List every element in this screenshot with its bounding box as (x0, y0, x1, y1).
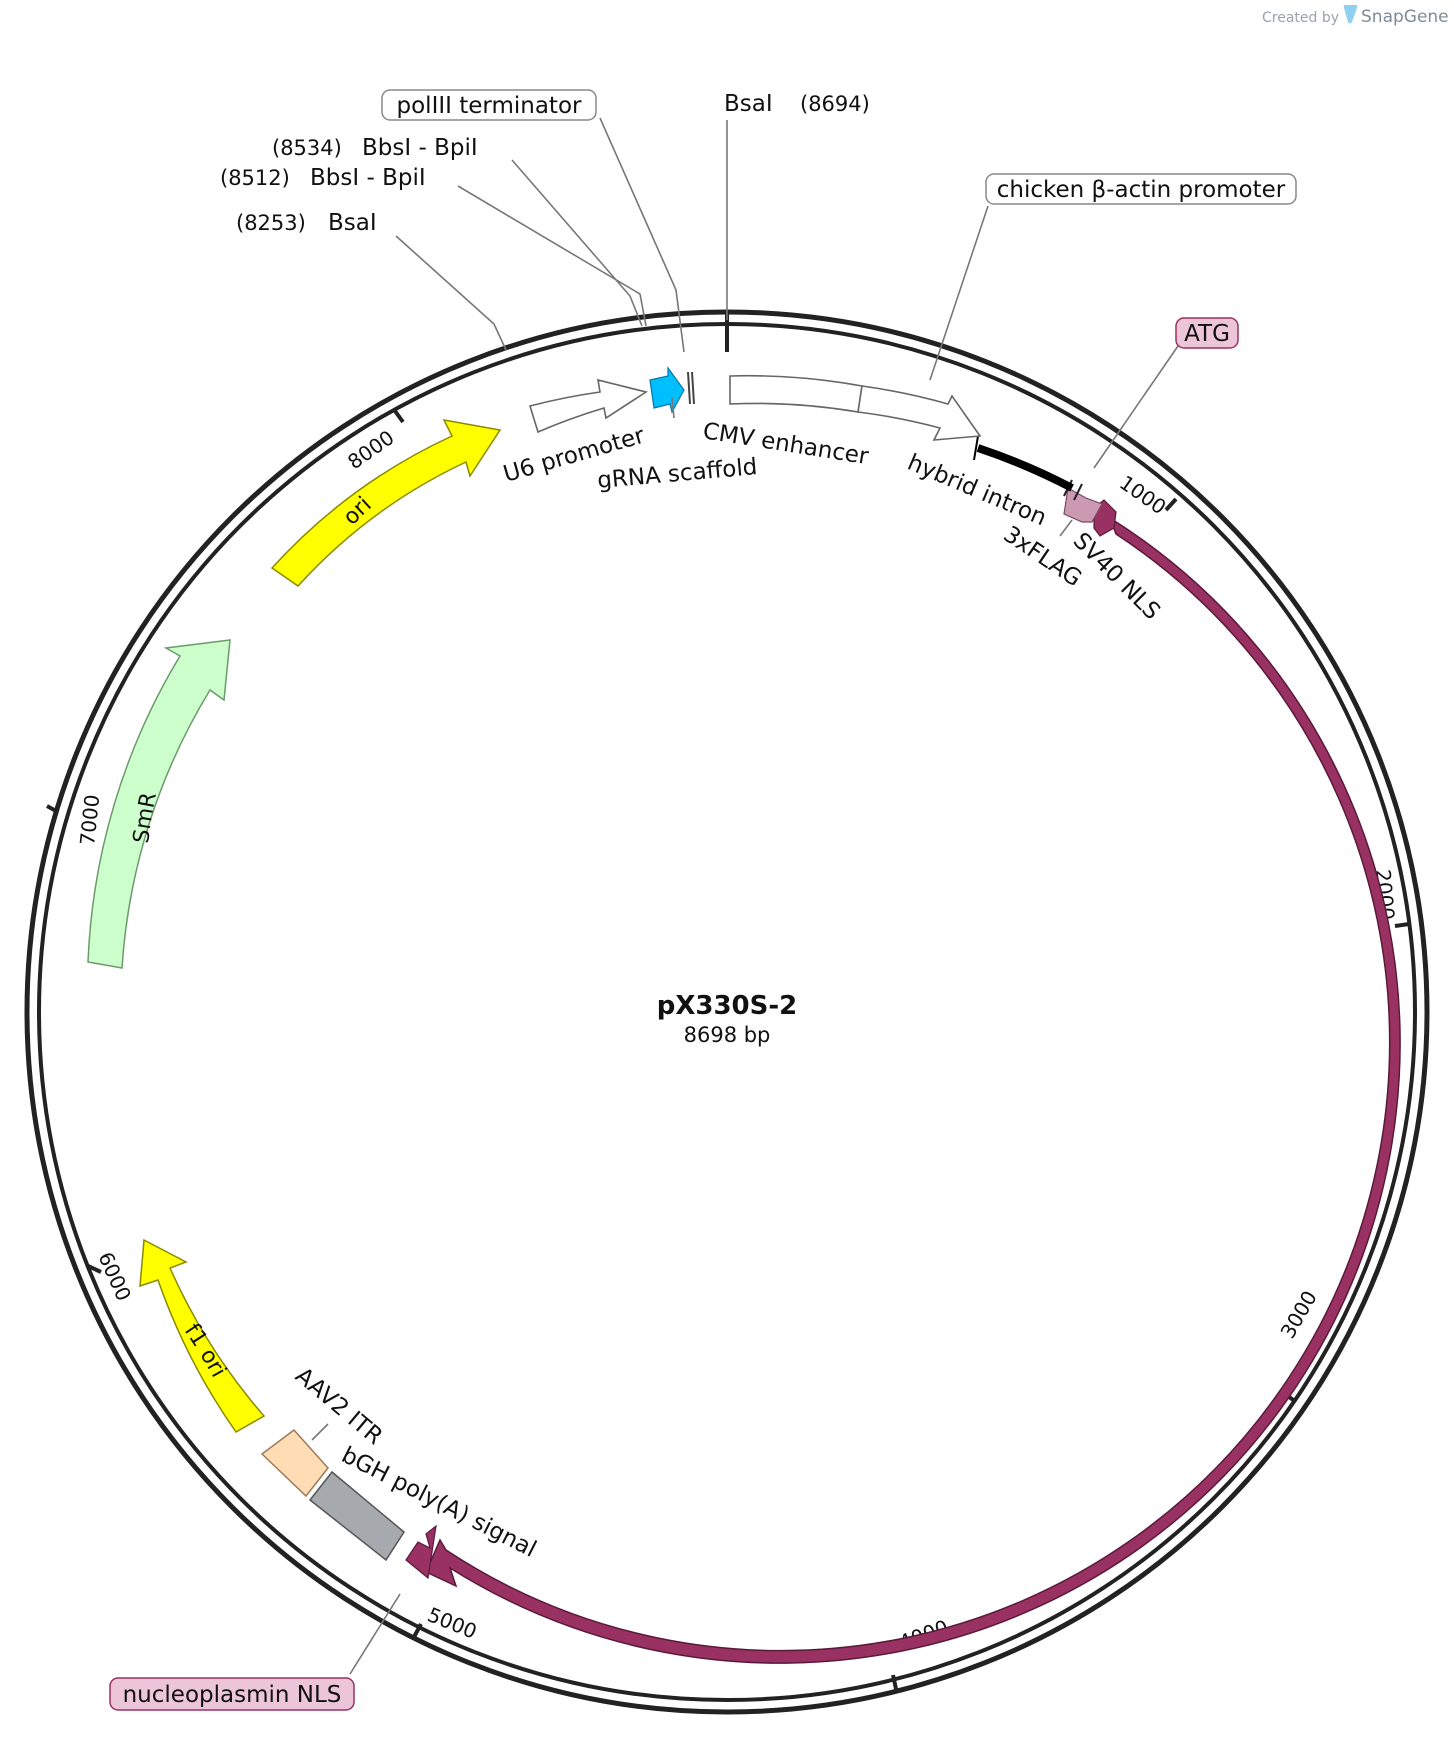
cmv-enhancer-block[interactable] (729, 374, 863, 413)
plasmid-name: pX330S-2 (657, 991, 798, 1021)
smr-arrow[interactable] (87, 639, 231, 969)
snapgene-logo-icon (1343, 5, 1358, 24)
grna-label: gRNA scaffold (596, 454, 758, 494)
bsai-8694-name: BsaI (724, 91, 773, 117)
bgh-polya-block[interactable] (308, 1470, 405, 1562)
atg-box (1175, 317, 1239, 349)
npnls-leader (349, 1593, 401, 1675)
chicken-box (985, 173, 1297, 205)
bsai-8694-pos: (8694) (800, 92, 870, 116)
polIII-leader (599, 117, 685, 353)
tick-label-7000: 7000 (75, 793, 104, 846)
bbsi-8534-pos: (8534) (272, 136, 342, 160)
bbsi-8512-pos: (8512) (220, 166, 290, 190)
itr-leader (311, 1423, 329, 1441)
sv40-label: SV40 NLS (1068, 528, 1165, 625)
tick-label-8000: 8000 (343, 425, 398, 474)
polIII-label: polIII terminator (397, 93, 582, 119)
bbsi-8512-leader (457, 185, 647, 327)
ori-arrow[interactable] (270, 418, 502, 587)
atg-arrow[interactable] (1063, 487, 1103, 523)
flag-leader (1059, 519, 1073, 537)
bsai-8253-leader (395, 235, 507, 351)
bsai-8253-pos: (8253) (236, 211, 306, 235)
plasmid-size: 8698 bp (684, 1023, 771, 1047)
f1-ori-arrow[interactable] (139, 1238, 266, 1433)
npnls-label: nucleoplasmin NLS (123, 1682, 342, 1708)
intron-label: hybrid intron (904, 450, 1051, 532)
npnls-box (109, 1677, 355, 1711)
flag-label: 3xFLAG (999, 521, 1086, 592)
tick-label-5000: 5000 (424, 1602, 480, 1643)
polIII-terminator-mark (687, 371, 691, 405)
chicken-leader (929, 205, 989, 381)
bbsi-8534-leader (511, 159, 643, 327)
polIII-terminator-mark (691, 371, 695, 405)
bbsi-8512-name: BbsI - BpiI (310, 165, 426, 191)
brand-text: SnapGene (1361, 7, 1449, 27)
u6-promoter-arrow[interactable] (528, 378, 648, 434)
grna-scaffold-arrow[interactable] (649, 366, 685, 414)
nucleoplasmin-nls-arrow[interactable] (405, 1524, 437, 1580)
credit-text: Created by (1262, 10, 1339, 26)
polIII-box (381, 89, 597, 121)
atg-label: ATG (1184, 321, 1230, 347)
itr-label: AAV2 ITR (290, 1363, 387, 1451)
intron-start-marker (973, 435, 979, 461)
atg-leader (1093, 345, 1179, 469)
aav2-itr-block[interactable] (260, 1428, 329, 1498)
marker-line (1073, 483, 1083, 501)
grna-leader (671, 397, 675, 419)
cas9-arrow[interactable] (425, 516, 1401, 1664)
chicken-promoter-arrow[interactable] (857, 385, 982, 441)
bbsi-8534-name: BbsI - BpiI (362, 135, 478, 161)
chicken-label: chicken β-actin promoter (997, 177, 1286, 203)
cas9-label: Cas9 (1211, 1316, 1263, 1374)
bsai-8253-name: BsaI (328, 210, 377, 236)
hybrid-intron-bar[interactable] (976, 444, 1074, 492)
